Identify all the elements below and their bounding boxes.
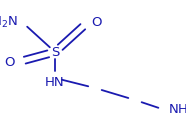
- Text: NH$_2$: NH$_2$: [168, 102, 186, 118]
- Text: S: S: [51, 46, 59, 59]
- Text: HN: HN: [45, 76, 65, 89]
- Text: O: O: [91, 15, 102, 29]
- Text: O: O: [4, 55, 15, 69]
- Text: H$_2$N: H$_2$N: [0, 14, 18, 30]
